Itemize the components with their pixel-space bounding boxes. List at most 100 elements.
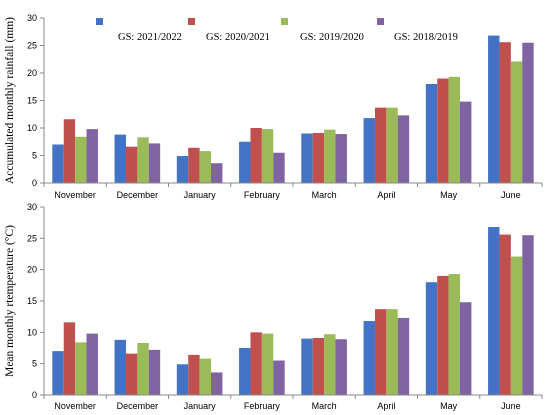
bar-may-series-4 (460, 302, 472, 395)
x-category-label: May (440, 190, 458, 200)
x-category-label: January (184, 190, 217, 200)
bar-december-series-2 (125, 353, 138, 395)
bar-march-series-1 (301, 133, 313, 183)
bar-february-series-3 (261, 333, 274, 395)
bar-april-series-4 (397, 115, 410, 183)
x-category-label: November (54, 401, 96, 411)
bar-december-series-4 (148, 143, 161, 183)
legend-swatch (377, 18, 384, 25)
bar-june-series-1 (488, 227, 500, 395)
bar-june-series-4 (522, 235, 534, 395)
bar-june-series-3 (510, 256, 523, 395)
legend-swatch (96, 18, 103, 25)
x-category-label: December (117, 401, 159, 411)
x-category-label: June (501, 401, 521, 411)
bar-january-series-2 (188, 147, 200, 183)
bar-march-series-2 (312, 132, 325, 183)
y-tick-label: 10 (27, 327, 37, 337)
x-category-label: April (377, 190, 395, 200)
bar-december-series-1 (114, 339, 126, 395)
legend-label: GS: 2018/2019 (394, 32, 458, 43)
x-category-label: March (312, 190, 337, 200)
bar-march-series-1 (301, 338, 313, 395)
bar-april-series-3 (386, 107, 398, 183)
y-tick-label: 0 (32, 390, 37, 400)
legend-label: GS: 2020/2021 (206, 32, 270, 43)
bar-february-series-1 (239, 141, 251, 183)
bar-may-series-1 (425, 84, 438, 183)
bar-may-series-1 (425, 282, 438, 395)
bar-june-series-3 (510, 61, 523, 184)
bar-january-series-4 (211, 372, 223, 395)
bar-march-series-4 (335, 339, 347, 395)
legend-label: GS: 2019/2020 (300, 32, 364, 43)
bar-november-series-4 (86, 333, 98, 395)
bar-november-series-3 (75, 136, 87, 183)
bar-january-series-3 (199, 151, 212, 183)
bar-february-series-3 (261, 129, 274, 183)
y-tick-label: 15 (27, 96, 37, 106)
bar-november-series-2 (63, 119, 76, 183)
x-category-label: May (440, 401, 458, 411)
y-tick-label: 15 (27, 296, 37, 306)
y-tick-label: 0 (32, 178, 37, 188)
x-category-label: February (244, 190, 281, 200)
bar-december-series-3 (137, 342, 149, 395)
y-tick-label: 20 (27, 68, 37, 78)
bar-march-series-4 (335, 134, 347, 183)
bar-april-series-1 (363, 118, 375, 183)
bar-march-series-2 (312, 337, 325, 395)
bar-january-series-4 (211, 163, 223, 183)
bar-may-series-4 (460, 101, 472, 183)
bar-april-series-3 (386, 309, 398, 395)
bar-june-series-2 (499, 234, 511, 395)
y-tick-label: 25 (27, 233, 37, 243)
bar-june-series-1 (488, 35, 500, 183)
y-tick-label: 10 (27, 123, 37, 133)
bar-march-series-3 (324, 129, 336, 183)
bar-december-series-3 (137, 137, 149, 183)
x-category-label: April (377, 401, 395, 411)
bar-february-series-1 (239, 348, 251, 395)
bar-january-series-3 (199, 358, 212, 395)
y-tick-label: 20 (27, 265, 37, 275)
bar-december-series-4 (148, 349, 161, 395)
bar-december-series-2 (125, 146, 138, 183)
bar-november-series-1 (52, 351, 64, 395)
x-category-label: January (184, 401, 217, 411)
y-axis-title: Accumulated monthly rainfall (mm) (4, 17, 16, 184)
x-category-label: March (312, 401, 337, 411)
bar-november-series-4 (86, 129, 98, 183)
bar-april-series-2 (374, 309, 387, 395)
x-category-label: June (501, 190, 521, 200)
bar-november-series-1 (52, 144, 64, 183)
bar-april-series-4 (397, 317, 410, 395)
bar-march-series-3 (324, 334, 336, 395)
x-category-label: February (244, 401, 281, 411)
legend-swatch (188, 18, 195, 25)
bar-may-series-2 (437, 78, 449, 183)
bar-january-series-1 (176, 364, 189, 395)
x-category-label: December (117, 190, 159, 200)
y-tick-label: 5 (32, 151, 37, 161)
temperature-chart: 0 5 10 15 20 25 30 November December January Febru… (4, 202, 543, 411)
y-tick-label: 25 (27, 41, 37, 51)
bar-november-series-3 (75, 342, 87, 395)
x-category-label: November (54, 190, 96, 200)
bar-february-series-4 (273, 360, 285, 395)
bar-may-series-3 (448, 274, 461, 395)
bar-february-series-2 (250, 128, 262, 183)
bar-february-series-4 (273, 152, 285, 183)
bar-december-series-1 (114, 134, 126, 183)
bar-may-series-3 (448, 76, 461, 183)
rainfall-chart: 0 5 10 15 20 25 30 November December January Febru… (4, 13, 543, 200)
bar-april-series-2 (374, 107, 387, 183)
bar-january-series-1 (176, 156, 189, 183)
bar-june-series-4 (522, 42, 534, 183)
bar-january-series-2 (188, 354, 200, 395)
y-tick-label: 5 (32, 359, 37, 369)
bar-february-series-2 (250, 332, 262, 395)
y-tick-label: 30 (27, 13, 37, 23)
y-tick-label: 30 (27, 202, 37, 212)
